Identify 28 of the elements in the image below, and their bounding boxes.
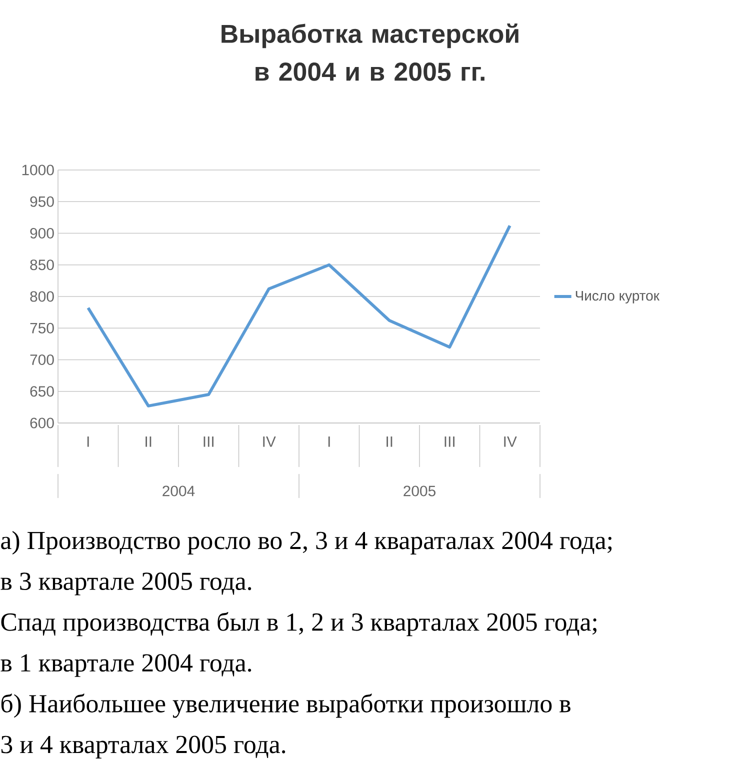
text: Спад производства был в 1, 2 и 3 кварталах 2005 года;	[1, 612, 596, 636]
x-tick-label: II	[146, 436, 152, 447]
text: в 3 квартале 2005 года.	[0, 572, 252, 596]
x-tick-label: II	[386, 436, 392, 447]
chart-title: Выработка мастерской в 2004 и в 2005 гг.	[222, 24, 518, 81]
x-tick-label: I	[87, 436, 89, 447]
line-series	[86, 224, 512, 408]
x-tick-label: III	[204, 436, 214, 447]
text: в 1 квартале 2004 года.	[0, 654, 252, 677]
y-tick-label: 900	[30, 228, 54, 239]
y-tick-label: 800	[30, 291, 54, 302]
y-tick-label: 950	[30, 196, 54, 207]
text: б) Наибольшее увеличение выработки произошло в	[1, 694, 570, 718]
x-tick-label: I	[328, 436, 330, 447]
x-tick-label: IV	[504, 436, 517, 447]
y-tick-label: 700	[30, 354, 54, 366]
x-tick-label: III	[444, 436, 454, 447]
y-tick-label: 600	[30, 418, 54, 428]
y-tick-label: 750	[30, 322, 54, 334]
y-tick-label: 850	[30, 260, 54, 270]
text: 2004	[162, 486, 195, 496]
x-tick-label: IV	[263, 436, 276, 447]
text: а) Производство росло во 2, 3 и 4 квараталах 2004 года;	[1, 531, 612, 555]
text: 2005	[404, 486, 436, 496]
text: 3 и 4 кварталах 2005 года.	[1, 736, 286, 759]
y-tick-label: 1000	[22, 164, 54, 176]
legend-label: Число курток	[576, 290, 660, 304]
y-tick-label: 650	[30, 386, 54, 397]
